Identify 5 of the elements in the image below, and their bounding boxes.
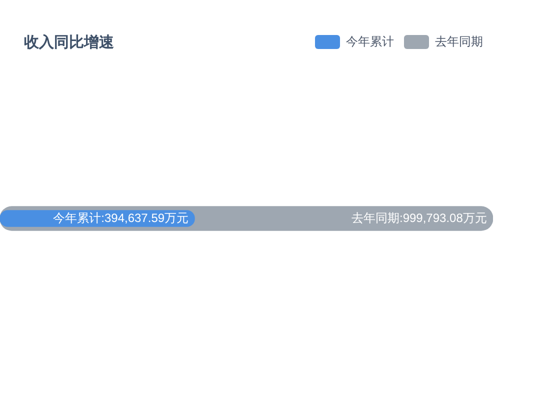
legend-label: 去年同期 [435,34,483,48]
legend-label: 今年累计 [346,34,394,48]
data-label: 去年同期:999,793.08万元 [351,210,487,225]
data-label: 今年累计:394,637.59万元 [53,210,189,225]
chart-title: 收入同比增速 [24,34,114,51]
